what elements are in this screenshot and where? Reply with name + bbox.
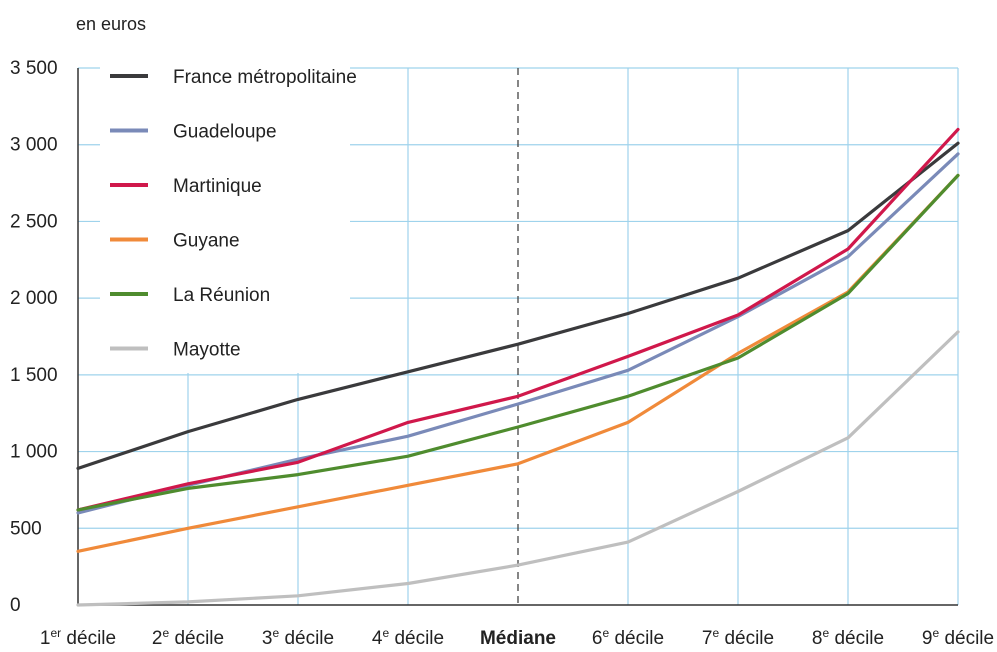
y-tick-label: 2 000 xyxy=(10,288,58,309)
axes xyxy=(77,68,958,606)
legend: France métropolitaine Guadeloupe Martiniqu… xyxy=(100,58,357,373)
legend-label: Martinique xyxy=(173,176,262,197)
x-tick-label: 4e décile xyxy=(372,626,444,649)
y-tick-label: 2 500 xyxy=(10,211,58,232)
x-tick-label: 8e décile xyxy=(812,626,884,649)
series-line-guyane xyxy=(76,173,960,553)
x-tick-label: Médiane xyxy=(480,628,556,649)
series-line-france-m-tropolitaine xyxy=(76,141,960,470)
y-tick-label: 1 500 xyxy=(10,365,58,386)
legend-label: Guadeloupe xyxy=(173,122,277,143)
y-tick-label: 1 000 xyxy=(10,442,58,463)
y-axis-ticks: 0 500 1 000 1 500 2 000 2 500 3 000 3 500 xyxy=(10,58,58,616)
y-tick-label: 3 500 xyxy=(10,58,58,79)
x-axis-ticks: 1er décile 2e décile 3e décile 4e décile Méd… xyxy=(40,626,994,649)
series-lines xyxy=(76,127,960,607)
x-tick-label: 1er décile xyxy=(40,626,116,649)
x-tick-label: 6e décile xyxy=(592,626,664,649)
legend-label: France métropolitaine xyxy=(173,67,357,88)
series-line-la-r-union xyxy=(76,173,960,512)
legend-label: Guyane xyxy=(173,231,240,252)
y-tick-label: 0 xyxy=(10,595,21,616)
y-axis-unit-label: en euros xyxy=(76,14,146,34)
series-line-martinique xyxy=(76,127,960,512)
legend-background xyxy=(100,58,350,373)
x-tick-label: 9e décile xyxy=(922,626,994,649)
legend-label: Mayotte xyxy=(173,340,241,361)
x-tick-label: 2e décile xyxy=(152,626,224,649)
y-tick-label: 3 000 xyxy=(10,135,58,156)
x-tick-label: 3e décile xyxy=(262,626,334,649)
x-tick-label: 7e décile xyxy=(702,626,774,649)
legend-label: La Réunion xyxy=(173,285,270,306)
y-tick-label: 500 xyxy=(10,518,42,539)
series-line-mayotte xyxy=(76,330,960,607)
